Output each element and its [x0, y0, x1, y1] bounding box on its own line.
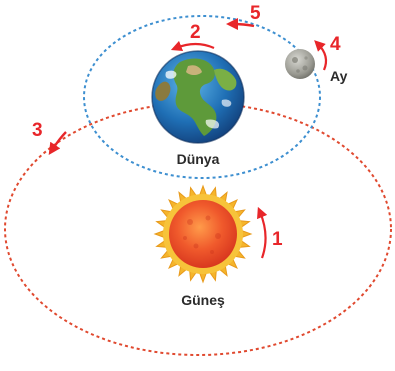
moon-icon: [285, 49, 315, 79]
sun-label: Güneş: [181, 292, 225, 308]
marker-3: 3: [32, 120, 43, 141]
sun-rotation-arrow: [257, 206, 268, 259]
moon-rotation-arrow: [314, 40, 328, 71]
moon-orbit-path: [83, 15, 321, 179]
moon-orbit-direction-arrow: [226, 18, 255, 31]
earth-orbit-direction-arrow: [48, 131, 67, 155]
earth-orbit-path: [4, 102, 392, 356]
earth-label: Dünya: [177, 151, 220, 167]
marker-5: 5: [250, 3, 261, 24]
marker-4: 4: [330, 34, 341, 55]
moon-label: Ay: [330, 68, 348, 84]
marker-1: 1: [272, 229, 283, 250]
sun-icon: [153, 184, 253, 284]
earth-rotation-arrow: [170, 40, 215, 52]
earth-globe-icon: [151, 50, 245, 144]
marker-2: 2: [190, 22, 201, 43]
